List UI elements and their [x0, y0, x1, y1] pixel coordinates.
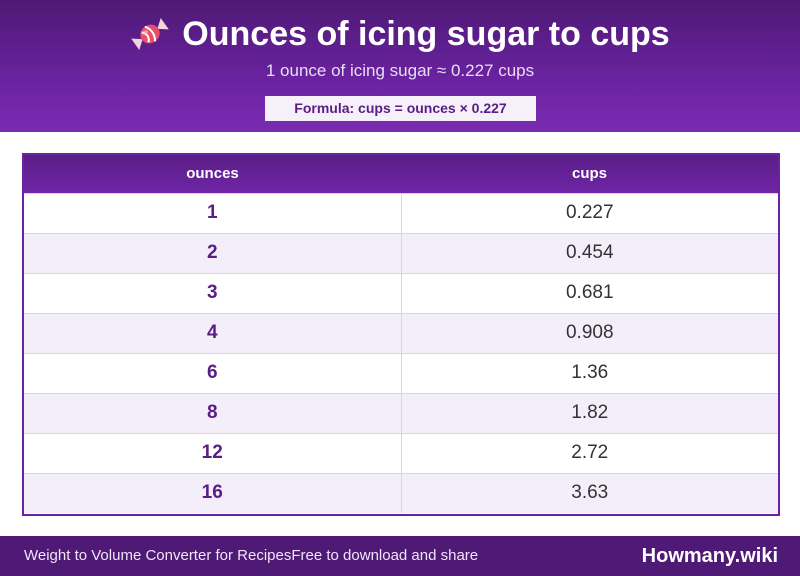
table-row: 6 1.36 — [24, 352, 778, 393]
footer-brand: Howmany.wiki — [641, 545, 778, 567]
header-row: ounces cups — [24, 155, 778, 193]
candy-icon — [131, 17, 170, 51]
header: Ounces of icing sugar to cups 1 ounce of… — [0, 0, 800, 132]
column-header-ounces: ounces — [186, 165, 239, 183]
table: ounces cups 1 0.227 2 0.454 3 0.681 4 0.… — [24, 155, 778, 513]
ounces-cell: 16 — [24, 472, 402, 513]
ounces-cell: 4 — [24, 312, 402, 353]
footer-share-note: Free to download and share — [291, 547, 479, 564]
table-row: 2 0.454 — [24, 232, 778, 273]
cups-cell: 2.72 — [401, 432, 778, 473]
footer-text: Weight to Volume Converter for RecipesFr… — [24, 536, 478, 576]
table-row: 1 0.227 — [24, 192, 778, 233]
table-row: 12 2.72 — [24, 432, 778, 473]
cups-cell: 0.908 — [401, 312, 778, 353]
conversion-table: ounces cups 1 0.227 2 0.454 3 0.681 4 0.… — [22, 153, 780, 516]
ounces-cell: 2 — [24, 232, 402, 273]
cups-cell: 1.36 — [401, 352, 778, 393]
cups-cell: 1.82 — [401, 392, 778, 433]
ounces-cell: 8 — [24, 392, 402, 433]
table-body: 1 0.227 2 0.454 3 0.681 4 0.908 6 1.36 8… — [24, 192, 778, 513]
table-row: 3 0.681 — [24, 272, 778, 313]
ounces-cell: 6 — [24, 352, 402, 393]
subtitle: 1 ounce of icing sugar ≈ 0.227 cups — [265, 61, 535, 80]
title-row: Ounces of icing sugar to cups — [0, 14, 800, 54]
footer: Weight to Volume Converter for RecipesFr… — [0, 536, 800, 576]
table-header: ounces cups — [24, 155, 778, 193]
cups-cell: 0.227 — [401, 192, 778, 233]
cups-cell: 0.681 — [401, 272, 778, 313]
formula-badge: Formula: cups = ounces × 0.227 — [265, 96, 536, 121]
ounces-cell: 3 — [24, 272, 402, 313]
table-row: 16 3.63 — [24, 472, 778, 513]
page-title: Ounces of icing sugar to cups — [182, 15, 670, 53]
ounces-cell: 12 — [24, 432, 402, 473]
table-row: 4 0.908 — [24, 312, 778, 353]
footer-converter-name: Weight to Volume Converter for Recipes — [24, 547, 292, 564]
column-header-cups: cups — [571, 165, 607, 183]
cups-cell: 3.63 — [401, 472, 778, 513]
cups-cell: 0.454 — [401, 232, 778, 273]
ounces-cell: 1 — [24, 192, 402, 233]
table-row: 8 1.82 — [24, 392, 778, 433]
